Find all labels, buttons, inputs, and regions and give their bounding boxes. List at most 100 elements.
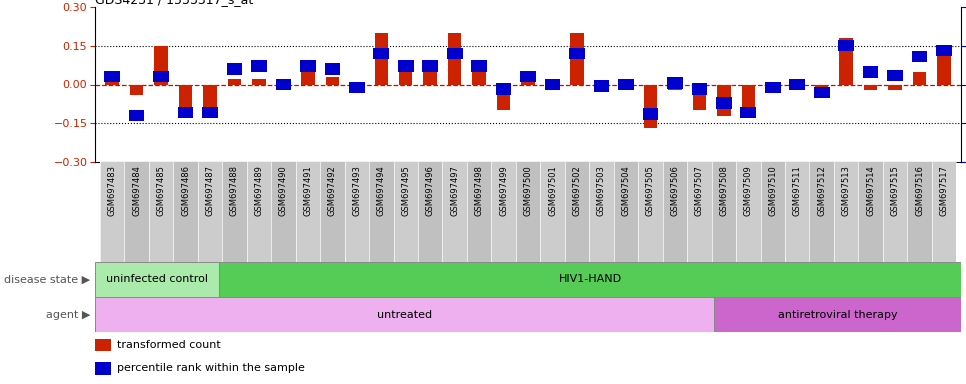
Text: GSM697495: GSM697495	[401, 165, 411, 216]
Bar	[889, 84, 902, 90]
Text: GSM697505: GSM697505	[646, 165, 655, 216]
Text: antiretroviral therapy: antiretroviral therapy	[778, 310, 897, 319]
Bar	[912, 51, 927, 62]
Text: GSM697502: GSM697502	[573, 165, 582, 216]
Text: GSM697499: GSM697499	[499, 165, 508, 216]
Bar	[619, 84, 633, 90]
Bar	[218, 262, 961, 297]
Text: GSM697494: GSM697494	[377, 165, 385, 216]
Bar	[492, 162, 516, 262]
Text: GSM697498: GSM697498	[474, 165, 484, 216]
Bar	[864, 84, 877, 90]
Bar	[790, 84, 804, 90]
Bar	[714, 297, 961, 332]
Bar	[810, 162, 834, 262]
Bar	[570, 33, 583, 84]
Bar	[712, 162, 736, 262]
Bar	[325, 63, 340, 74]
Bar	[179, 84, 192, 116]
Bar	[863, 66, 878, 78]
Bar	[613, 162, 639, 262]
Text: GSM697486: GSM697486	[181, 165, 190, 216]
Bar	[618, 79, 634, 90]
Bar	[913, 71, 926, 84]
Text: GDS4231 / 1553317_s_at: GDS4231 / 1553317_s_at	[95, 0, 253, 6]
Bar	[937, 53, 951, 84]
Text: percentile rank within the sample: percentile rank within the sample	[117, 363, 304, 373]
Bar	[716, 98, 731, 109]
Text: transformed count: transformed count	[117, 340, 220, 350]
Bar	[399, 71, 412, 84]
Text: GSM697493: GSM697493	[353, 165, 361, 216]
Text: GSM697507: GSM697507	[695, 165, 704, 216]
Bar	[785, 162, 810, 262]
Text: GSM697513: GSM697513	[841, 165, 851, 216]
Bar	[104, 71, 120, 83]
Bar	[815, 84, 829, 98]
Bar	[693, 84, 706, 110]
Bar	[296, 162, 320, 262]
Bar	[883, 162, 907, 262]
Bar	[496, 83, 511, 95]
Text: GSM697514: GSM697514	[867, 165, 875, 216]
Bar	[639, 162, 663, 262]
Text: GSM697483: GSM697483	[107, 165, 117, 216]
Text: GSM697485: GSM697485	[156, 165, 165, 216]
Bar	[125, 162, 149, 262]
Bar	[349, 82, 364, 93]
Bar	[859, 162, 883, 262]
Bar	[128, 110, 145, 121]
Bar	[203, 84, 216, 118]
Text: GSM697491: GSM697491	[303, 165, 312, 216]
Bar	[472, 71, 486, 84]
Text: GSM697506: GSM697506	[670, 165, 679, 216]
Bar	[246, 162, 271, 262]
Bar	[173, 162, 198, 262]
Bar	[692, 83, 707, 95]
Text: GSM697492: GSM697492	[327, 165, 337, 216]
Bar	[227, 63, 242, 74]
Text: GSM697496: GSM697496	[426, 165, 435, 216]
Text: GSM697511: GSM697511	[793, 165, 802, 216]
Text: GSM697488: GSM697488	[230, 165, 239, 216]
Bar	[448, 33, 462, 84]
Text: HIV1-HAND: HIV1-HAND	[558, 275, 621, 285]
Bar	[642, 108, 658, 120]
Bar	[350, 84, 363, 87]
Bar	[742, 84, 755, 118]
Bar	[565, 162, 589, 262]
Bar	[252, 79, 266, 84]
Bar	[202, 107, 217, 118]
Text: disease state ▶: disease state ▶	[4, 275, 90, 285]
Bar	[95, 339, 110, 351]
Bar	[497, 84, 510, 110]
Bar	[569, 48, 584, 59]
Bar	[736, 162, 760, 262]
Bar	[643, 84, 657, 128]
Bar	[198, 162, 222, 262]
Bar	[467, 162, 492, 262]
Text: GSM697516: GSM697516	[915, 165, 924, 216]
Bar	[765, 82, 781, 93]
Bar	[271, 162, 296, 262]
Bar	[375, 33, 388, 84]
Text: GSM697509: GSM697509	[744, 165, 753, 216]
Bar	[275, 79, 291, 90]
Bar	[228, 79, 242, 84]
Bar	[251, 60, 267, 71]
Bar	[471, 60, 487, 71]
Text: agent ▶: agent ▶	[45, 310, 90, 319]
Bar	[374, 48, 389, 59]
Bar	[839, 38, 853, 84]
Bar	[95, 362, 110, 375]
Text: GSM697484: GSM697484	[132, 165, 141, 216]
Text: GSM697490: GSM697490	[279, 165, 288, 216]
Bar	[105, 79, 119, 84]
Bar	[95, 297, 714, 332]
Text: GSM697489: GSM697489	[254, 165, 264, 216]
Bar	[155, 46, 168, 84]
Bar	[369, 162, 393, 262]
Bar	[789, 79, 805, 90]
Bar	[326, 77, 339, 84]
Bar	[668, 77, 683, 89]
